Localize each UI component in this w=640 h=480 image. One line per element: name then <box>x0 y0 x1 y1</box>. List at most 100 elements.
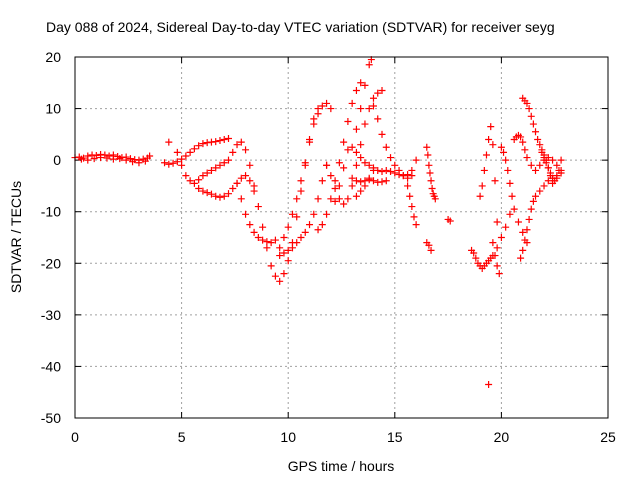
data-point <box>340 164 348 172</box>
data-point <box>212 164 220 172</box>
data-point <box>220 159 228 167</box>
y-tick-label: 20 <box>45 49 61 65</box>
data-point <box>495 270 503 278</box>
data-point <box>301 228 309 236</box>
data-point <box>391 161 399 169</box>
x-tick-label: 10 <box>280 429 296 445</box>
data-point <box>478 182 486 190</box>
data-point <box>519 228 527 236</box>
data-point <box>199 140 207 148</box>
data-point <box>361 159 369 167</box>
data-point <box>352 177 360 185</box>
data-point <box>357 154 365 162</box>
data-point <box>242 146 250 154</box>
y-tick-label: -40 <box>41 358 61 374</box>
data-point <box>199 187 207 195</box>
data-point <box>357 105 365 113</box>
data-point <box>233 141 241 149</box>
data-point <box>77 155 85 163</box>
x-tick-label: 15 <box>387 429 403 445</box>
y-tick-label: -20 <box>41 255 61 271</box>
data-point <box>472 254 480 262</box>
data-point <box>225 156 233 164</box>
data-point <box>310 120 318 128</box>
data-point <box>532 128 540 136</box>
series-arc-22 <box>538 148 565 185</box>
data-point <box>534 136 542 144</box>
data-point <box>395 166 403 174</box>
data-point <box>425 241 433 249</box>
series-arc-21 <box>517 169 565 262</box>
data-point <box>323 210 331 218</box>
data-point <box>374 115 382 123</box>
data-point <box>470 249 478 257</box>
data-point <box>382 166 390 174</box>
data-point <box>254 234 262 241</box>
data-point <box>280 234 288 241</box>
series-arc-early-b <box>77 154 149 167</box>
data-point <box>540 154 548 162</box>
data-point <box>357 141 365 149</box>
data-point <box>517 133 525 141</box>
data-point <box>293 239 301 247</box>
data-point <box>425 161 433 169</box>
data-point <box>220 192 228 200</box>
data-point <box>216 137 224 145</box>
data-point <box>212 192 220 200</box>
data-point <box>314 110 322 118</box>
chart-title: Day 088 of 2024, Sidereal Day-to-day VTE… <box>46 19 555 35</box>
data-point <box>84 156 92 164</box>
data-point <box>387 154 395 162</box>
data-point <box>314 195 322 203</box>
data-point <box>254 203 262 211</box>
series-spikes-13 <box>331 56 375 205</box>
data-point <box>276 244 284 252</box>
data-point <box>280 249 288 257</box>
data-point <box>412 156 420 164</box>
data-point <box>378 87 386 95</box>
data-point <box>521 146 529 154</box>
data-point <box>284 257 292 265</box>
data-point <box>271 272 279 280</box>
data-point <box>203 189 211 197</box>
data-point <box>502 223 510 231</box>
data-point <box>514 218 522 226</box>
data-point <box>263 244 271 252</box>
data-point <box>387 167 395 175</box>
data-point <box>178 155 186 163</box>
data-point <box>361 182 369 190</box>
data-point <box>527 205 535 213</box>
data-point <box>489 141 497 149</box>
data-point <box>216 193 224 201</box>
data-point <box>489 239 497 247</box>
data-point <box>323 161 331 169</box>
data-point <box>357 187 365 195</box>
data-point <box>195 185 203 193</box>
data-point <box>271 236 279 244</box>
data-point <box>173 148 181 156</box>
data-point <box>369 166 377 174</box>
data-point <box>178 161 186 169</box>
y-tick-label: -10 <box>41 204 61 220</box>
data-point <box>182 152 190 160</box>
series-arc-12 <box>323 87 386 208</box>
data-point <box>129 158 137 166</box>
series-arc-12b <box>314 79 365 234</box>
x-axis-label: GPS time / hours <box>288 458 395 474</box>
data-point <box>263 238 271 246</box>
data-point <box>553 161 561 169</box>
data-point <box>391 169 399 177</box>
data-point <box>542 159 550 167</box>
data-point <box>246 161 254 169</box>
data-point <box>424 151 432 159</box>
data-point <box>297 234 305 241</box>
data-point <box>297 187 305 195</box>
data-point <box>97 154 105 162</box>
data-point <box>284 223 292 231</box>
data-point <box>267 262 275 270</box>
data-point <box>242 210 250 218</box>
data-point <box>525 105 533 113</box>
data-point <box>331 177 339 185</box>
data-point <box>90 155 98 163</box>
data-point <box>408 172 416 180</box>
